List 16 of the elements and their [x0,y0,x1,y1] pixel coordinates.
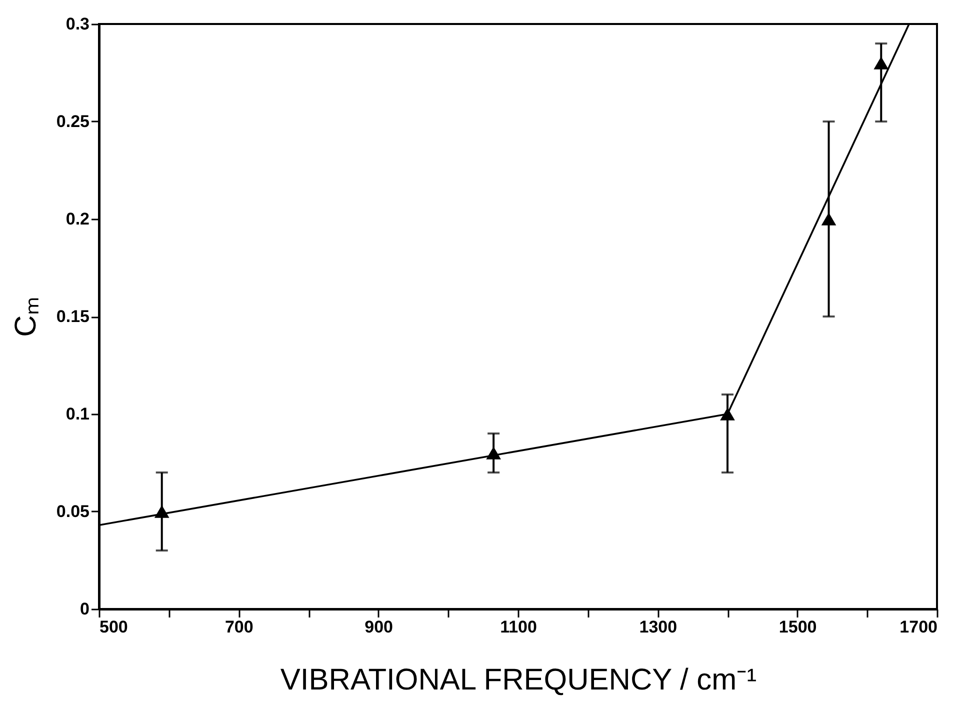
x-tick-label: 700 [224,618,254,636]
y-tick-label: 0.2 [66,210,90,228]
x-axis-title: VIBRATIONAL FREQUENCY / cm⁻¹ [280,664,757,696]
y-tick-label: 0.25 [56,112,90,131]
y-tick-label: 0 [80,600,90,618]
x-tick-label: 1300 [639,618,678,636]
y-tick-label: 0.3 [66,14,90,34]
y-axis-title: Cₘ [9,297,42,337]
x-tick-label: 1100 [500,618,537,636]
x-tick-label: 500 [100,618,128,636]
x-tick-label: 1500 [778,618,817,636]
y-tick-label: 0.15 [56,307,90,326]
x-tick-label: 1700 [900,618,938,636]
y-tick-label: 0.05 [56,502,90,521]
y-tick-label: 0.1 [66,404,90,424]
x-tick-label: 900 [364,618,394,636]
